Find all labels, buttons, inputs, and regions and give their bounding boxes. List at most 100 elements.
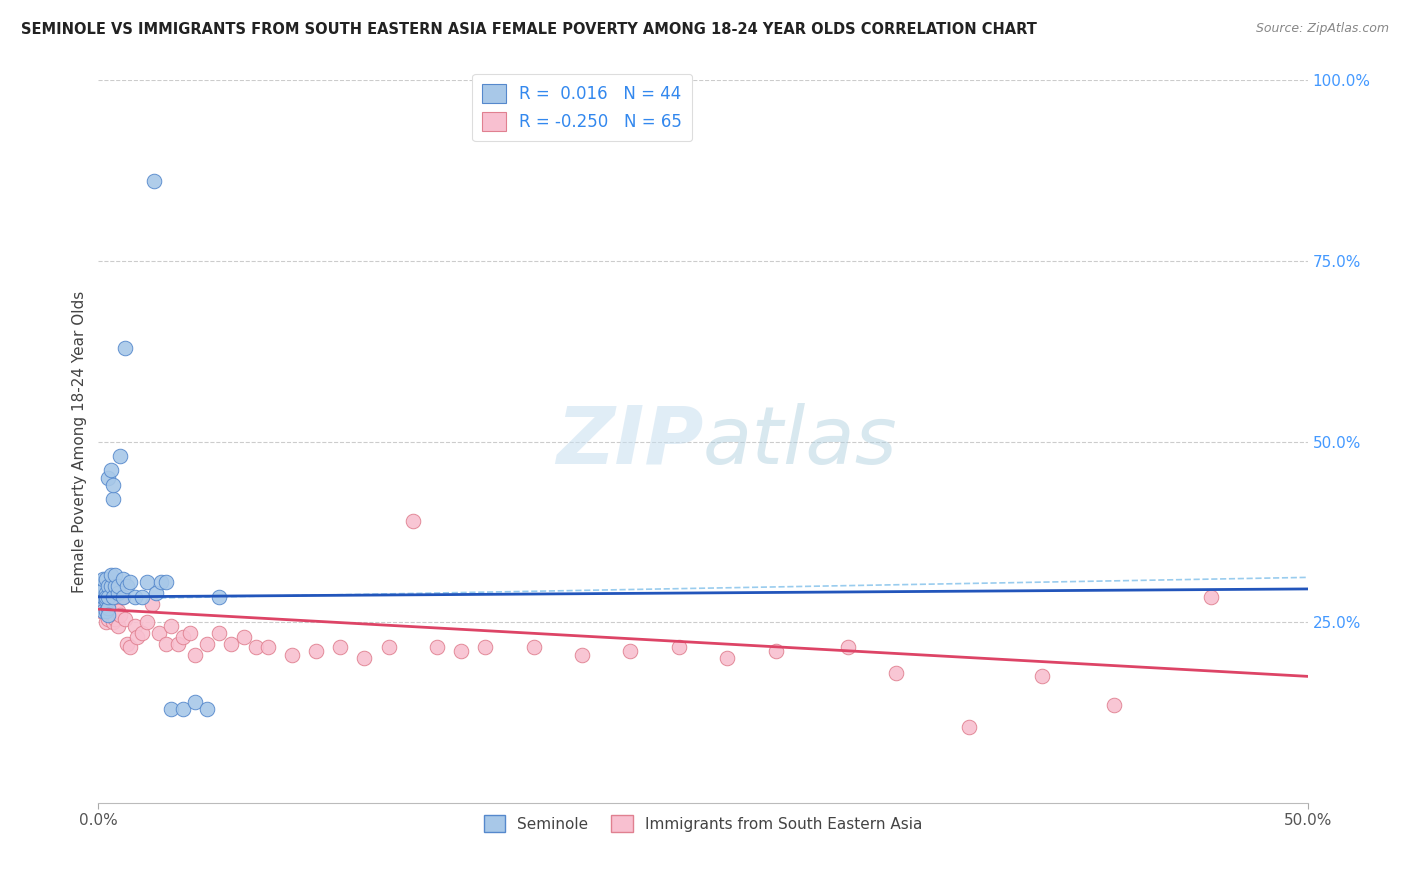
Point: [135, 615, 157, 630]
Point: [184, 648, 207, 662]
Point: [100, 604, 122, 618]
Point: [97, 593, 120, 607]
Point: [97, 607, 120, 622]
Point: [111, 572, 134, 586]
Point: [100, 579, 122, 593]
Point: [221, 637, 243, 651]
Point: [523, 640, 546, 655]
Point: [141, 597, 163, 611]
Point: [104, 568, 127, 582]
Point: [305, 644, 328, 658]
Point: [94, 590, 117, 604]
Point: [474, 640, 496, 655]
Point: [94, 604, 117, 618]
Point: [100, 600, 122, 615]
Point: [184, 695, 207, 709]
Point: [104, 611, 127, 625]
Point: [155, 575, 177, 590]
Point: [148, 626, 170, 640]
Point: [97, 586, 120, 600]
Point: [1102, 698, 1125, 713]
Text: Source: ZipAtlas.com: Source: ZipAtlas.com: [1256, 22, 1389, 36]
Point: [765, 644, 787, 658]
Point: [101, 478, 124, 492]
Point: [91, 582, 114, 597]
Point: [101, 615, 124, 630]
Point: [232, 630, 254, 644]
Point: [179, 626, 201, 640]
Point: [104, 600, 127, 615]
Point: [97, 611, 120, 625]
Point: [97, 470, 120, 484]
Point: [571, 648, 593, 662]
Point: [131, 626, 153, 640]
Point: [91, 590, 114, 604]
Point: [450, 644, 472, 658]
Text: atlas: atlas: [703, 402, 898, 481]
Point: [145, 586, 167, 600]
Point: [208, 590, 231, 604]
Point: [90, 604, 112, 618]
Point: [111, 590, 134, 604]
Point: [91, 579, 114, 593]
Point: [124, 619, 146, 633]
Point: [957, 720, 980, 734]
Point: [1031, 669, 1053, 683]
Point: [100, 568, 122, 582]
Point: [107, 604, 129, 618]
Point: [100, 463, 122, 477]
Point: [107, 579, 129, 593]
Point: [195, 702, 218, 716]
Point: [94, 593, 117, 607]
Point: [94, 586, 117, 600]
Point: [114, 341, 136, 355]
Point: [402, 514, 425, 528]
Point: [97, 590, 120, 604]
Point: [104, 579, 127, 593]
Point: [107, 586, 129, 600]
Point: [101, 492, 124, 507]
Point: [97, 600, 120, 615]
Point: [426, 640, 449, 655]
Point: [172, 702, 194, 716]
Point: [837, 640, 859, 655]
Point: [131, 590, 153, 604]
Point: [114, 611, 136, 625]
Point: [94, 597, 117, 611]
Point: [172, 630, 194, 644]
Text: ZIP: ZIP: [555, 402, 703, 481]
Point: [94, 604, 117, 618]
Point: [195, 637, 218, 651]
Point: [101, 597, 124, 611]
Point: [256, 640, 278, 655]
Point: [619, 644, 641, 658]
Point: [90, 579, 112, 593]
Point: [94, 615, 117, 630]
Point: [90, 600, 112, 615]
Point: [91, 604, 114, 618]
Point: [160, 619, 183, 633]
Point: [281, 648, 304, 662]
Point: [143, 174, 166, 188]
Point: [716, 651, 738, 665]
Point: [118, 640, 141, 655]
Point: [353, 651, 375, 665]
Point: [94, 572, 117, 586]
Point: [127, 630, 149, 644]
Point: [101, 590, 124, 604]
Point: [108, 449, 131, 463]
Point: [886, 665, 908, 680]
Point: [1199, 590, 1222, 604]
Point: [135, 575, 157, 590]
Point: [155, 637, 177, 651]
Point: [97, 579, 120, 593]
Point: [245, 640, 267, 655]
Point: [118, 575, 141, 590]
Point: [329, 640, 352, 655]
Text: SEMINOLE VS IMMIGRANTS FROM SOUTH EASTERN ASIA FEMALE POVERTY AMONG 18-24 YEAR O: SEMINOLE VS IMMIGRANTS FROM SOUTH EASTER…: [21, 22, 1038, 37]
Point: [90, 597, 112, 611]
Point: [108, 607, 131, 622]
Point: [100, 579, 122, 593]
Point: [160, 702, 183, 716]
Point: [117, 637, 139, 651]
